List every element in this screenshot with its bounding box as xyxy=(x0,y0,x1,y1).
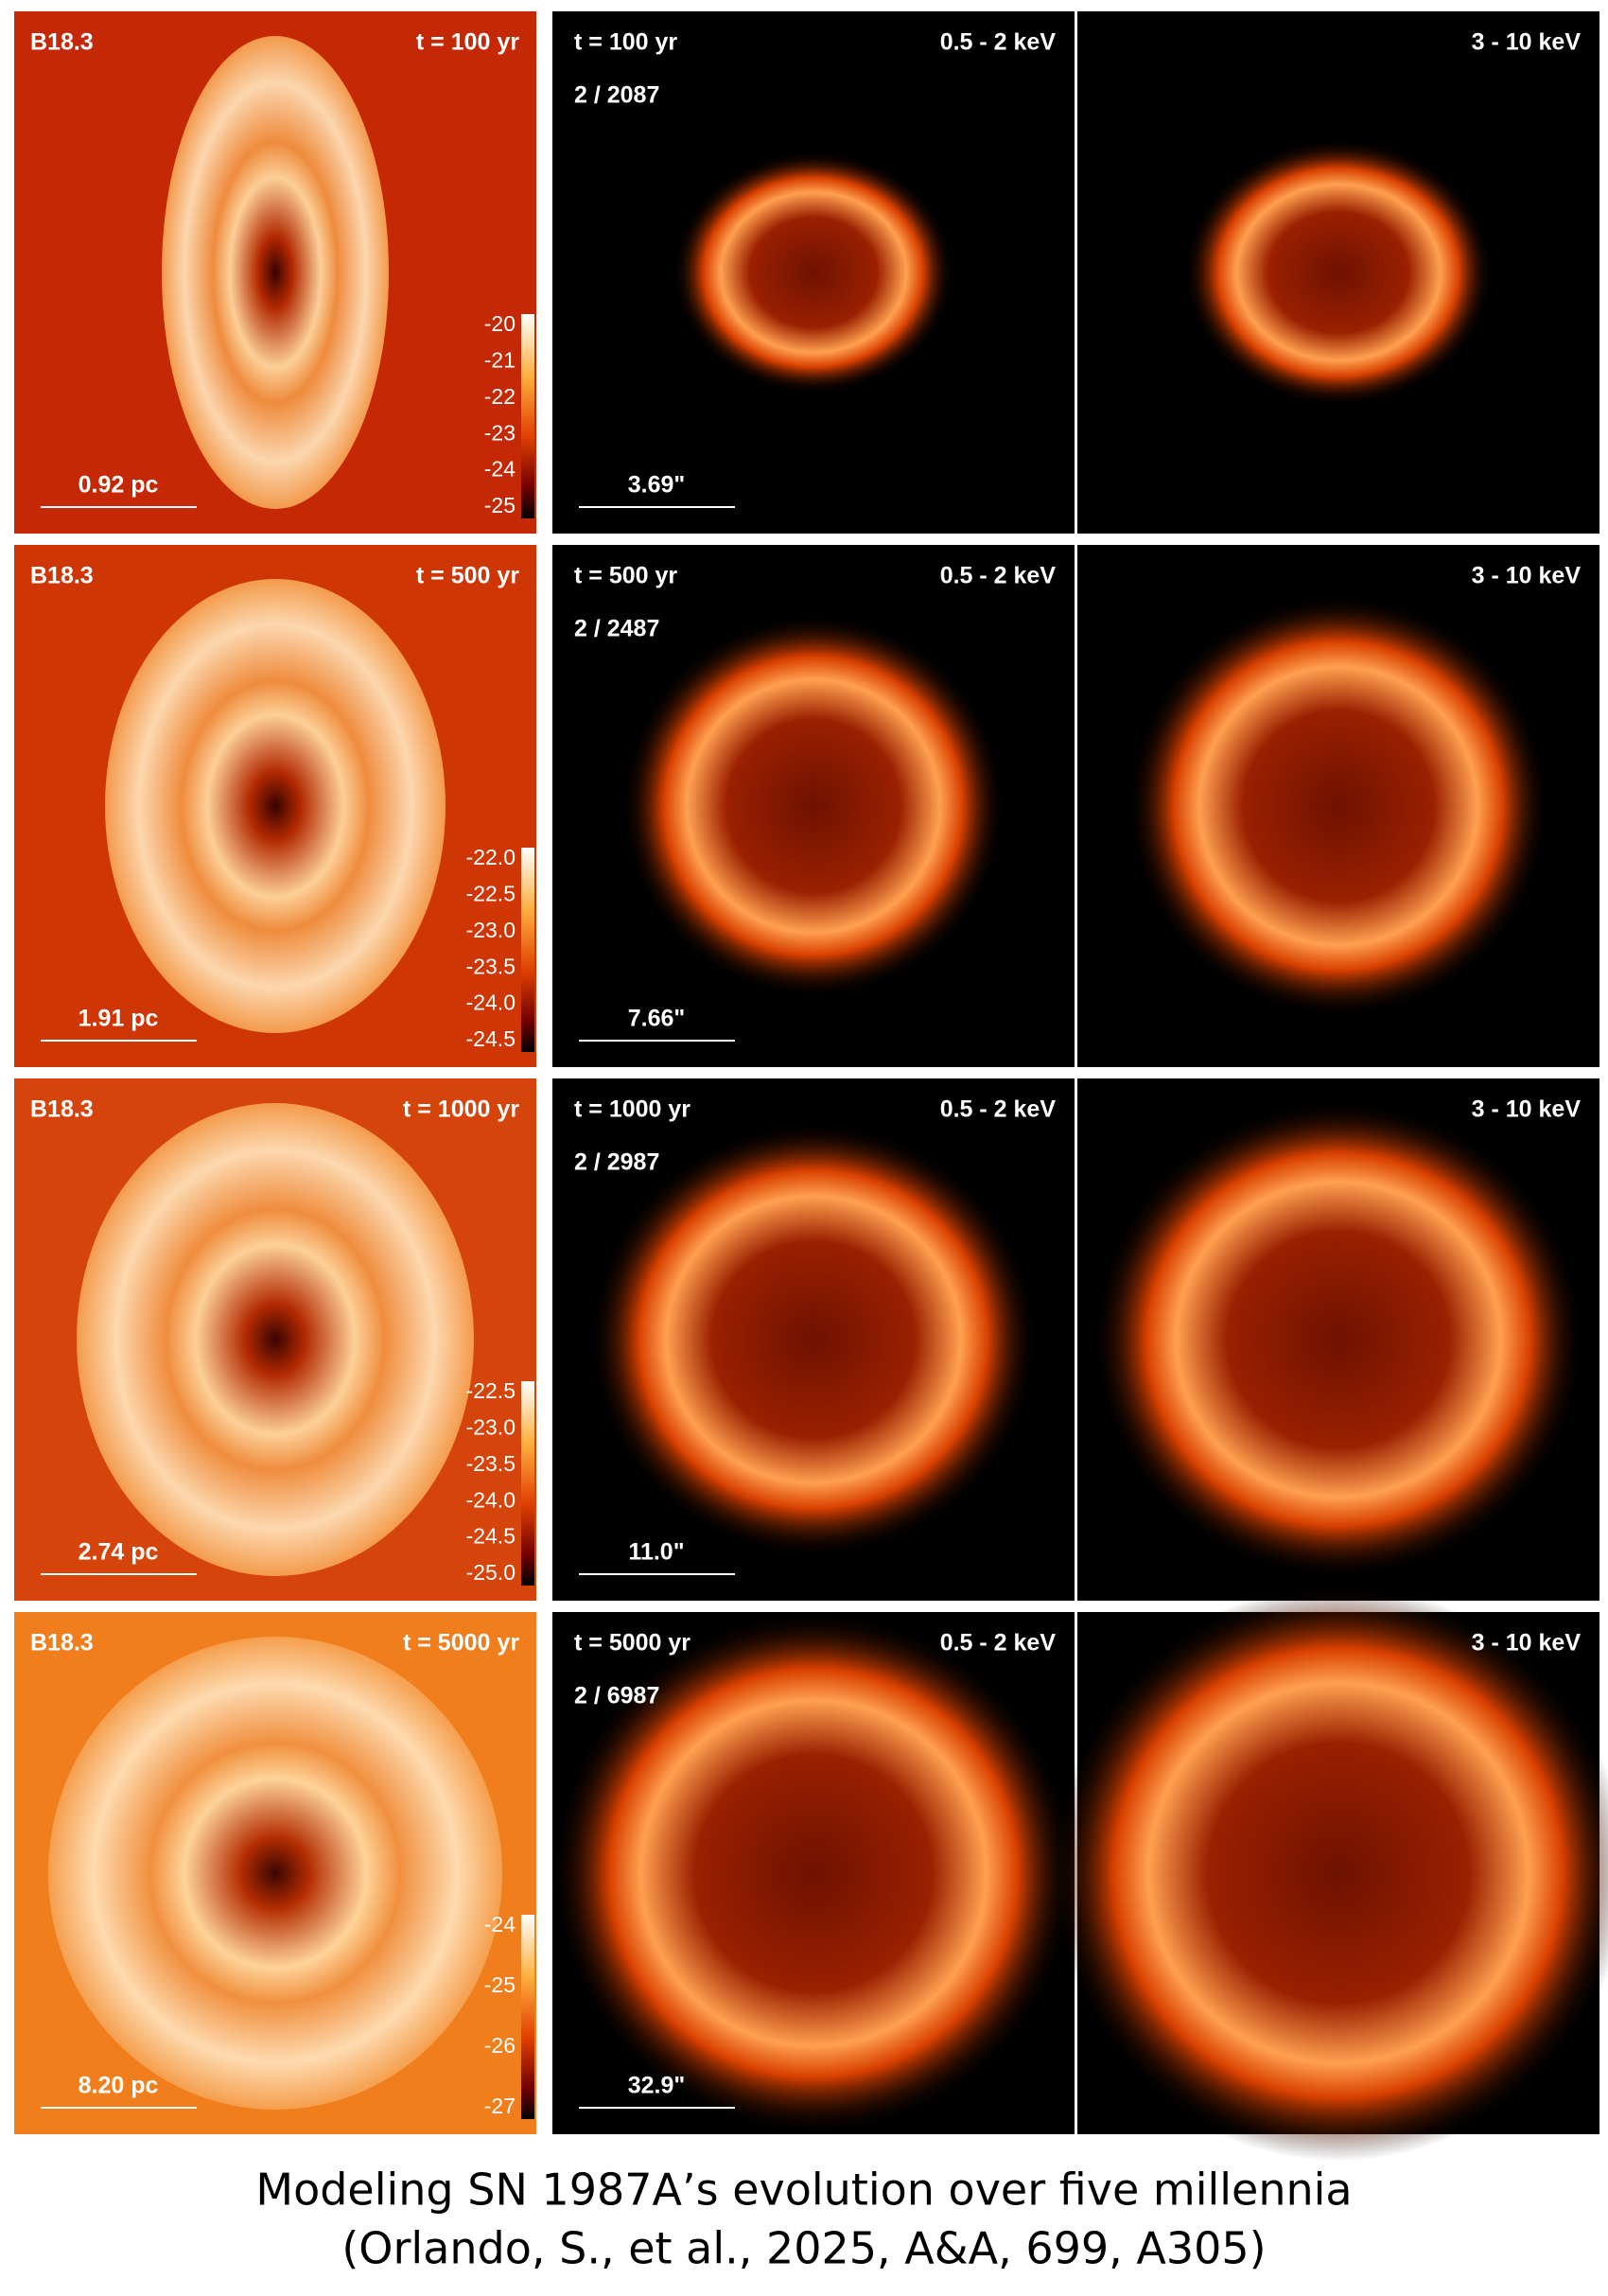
colorbar-label: -21 xyxy=(484,347,516,372)
band-label: 0.5 - 2 keV xyxy=(940,1630,1057,1656)
colorbar-label: -23.0 xyxy=(466,918,516,942)
remnant-shape xyxy=(77,1103,474,1576)
xray-ring xyxy=(1127,595,1549,1017)
colorbar-label: -23.0 xyxy=(466,1414,516,1439)
time-label: t = 5000 yr xyxy=(403,1630,519,1656)
colorbar-label: -24.0 xyxy=(466,990,516,1015)
colorbar-label: -25 xyxy=(484,493,516,517)
colorbar-label: -22.5 xyxy=(466,1378,516,1403)
scale-label: 11.0" xyxy=(628,1539,684,1566)
time-label: t = 500 yr xyxy=(416,563,519,589)
scale-label: 1.91 pc xyxy=(79,1006,159,1032)
colorbar-label: -23.5 xyxy=(466,954,516,978)
remnant-shape xyxy=(105,579,446,1033)
colorbar-label: -26 xyxy=(484,2033,516,2058)
counts-label: 2 / 2987 xyxy=(574,1149,659,1176)
model-label: B18.3 xyxy=(30,29,94,56)
colorbar-label: -25.0 xyxy=(466,1560,516,1585)
time-label: t = 5000 yr xyxy=(574,1630,690,1656)
band-label: 0.5 - 2 keV xyxy=(940,29,1057,56)
colorbar-label: -22.0 xyxy=(466,845,516,869)
band-label: 3 - 10 keV xyxy=(1472,29,1582,56)
colorbar-label: -22.5 xyxy=(466,881,516,905)
colorbar-label: -25 xyxy=(484,1972,516,1997)
scale-label: 8.20 pc xyxy=(79,2073,159,2099)
colorbar-label: -22 xyxy=(484,384,516,409)
colorbar-label: -24.5 xyxy=(466,1524,516,1549)
model-label: B18.3 xyxy=(30,563,94,589)
band-label: 3 - 10 keV xyxy=(1472,1096,1582,1123)
time-label: t = 1000 yr xyxy=(574,1096,690,1123)
band-label: 3 - 10 keV xyxy=(1472,1630,1582,1656)
counts-label: 2 / 2087 xyxy=(574,82,659,109)
colorbar-label: -24.0 xyxy=(466,1487,516,1512)
time-label: t = 1000 yr xyxy=(403,1096,519,1123)
xray-ring xyxy=(1092,1100,1584,1579)
scale-label: 2.74 pc xyxy=(79,1539,159,1566)
remnant-shape xyxy=(48,1637,502,2110)
colorbar xyxy=(521,1381,534,1586)
model-label: B18.3 xyxy=(30,1630,94,1656)
counts-label: 2 / 6987 xyxy=(574,1683,659,1709)
time-label: t = 500 yr xyxy=(574,563,677,589)
xray-ring xyxy=(1183,138,1494,407)
colorbar xyxy=(521,314,534,518)
time-label: t = 100 yr xyxy=(574,29,677,56)
colorbar-label: -20 xyxy=(484,311,516,336)
xray-ring xyxy=(621,614,1005,998)
colorbar-label: -23 xyxy=(484,420,516,445)
colorbar-label: -24 xyxy=(484,1912,516,1937)
band-label: 0.5 - 2 keV xyxy=(940,1096,1057,1123)
scale-label: 32.9" xyxy=(628,2073,686,2099)
colorbar-label: -23.5 xyxy=(466,1451,516,1476)
model-label: B18.3 xyxy=(30,1096,94,1123)
colorbar-label: -24.5 xyxy=(466,1026,516,1051)
colorbar-label: -27 xyxy=(484,2094,516,2118)
colorbar xyxy=(521,848,534,1052)
xray-ring xyxy=(589,1122,1038,1557)
time-label: t = 100 yr xyxy=(416,29,519,56)
scale-label: 3.69" xyxy=(628,472,686,499)
caption-line: Modeling SN 1987A’s evolution over five … xyxy=(255,2165,1352,2216)
scale-label: 0.92 pc xyxy=(79,472,159,499)
panels: B18.3 t = 100 yr 0.92 pc -20 -21 -22 -23 -24 -25… xyxy=(14,11,1608,2162)
colorbar xyxy=(521,1915,534,2119)
xray-ring xyxy=(673,150,954,394)
colorbar-label: -24 xyxy=(484,457,516,482)
xray-ring xyxy=(551,1611,1075,2135)
remnant-shape xyxy=(162,36,389,509)
scale-label: 7.66" xyxy=(628,1006,686,1032)
band-label: 3 - 10 keV xyxy=(1472,563,1582,589)
caption-line: (Orlando, S., et al., 2025, A&A, 699, A3… xyxy=(341,2223,1266,2274)
counts-label: 2 / 2487 xyxy=(574,616,659,642)
xray-ring xyxy=(1050,1585,1608,2162)
band-label: 0.5 - 2 keV xyxy=(940,563,1057,589)
